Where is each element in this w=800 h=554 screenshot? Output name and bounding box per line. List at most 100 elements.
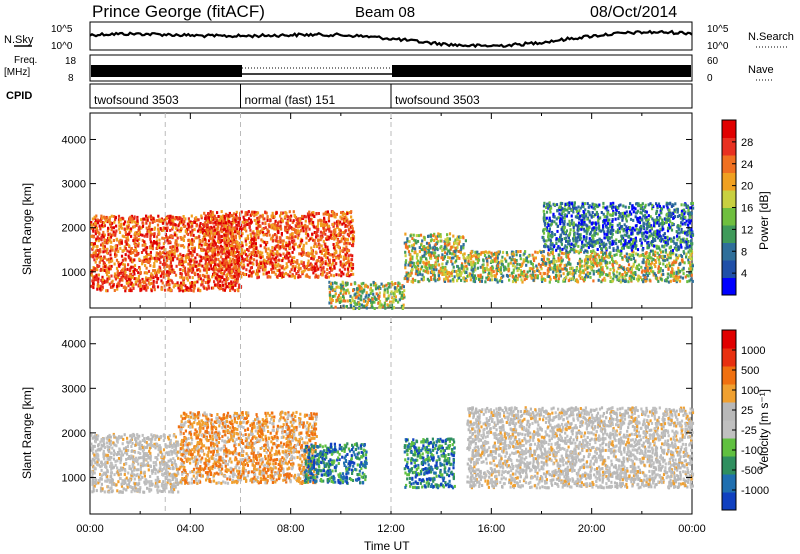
- range-gate-cell: [214, 257, 218, 261]
- range-gate-cell: [660, 273, 663, 277]
- range-gate-cell: [287, 256, 290, 260]
- range-gate-cell: [148, 228, 152, 232]
- range-gate-cell: [187, 217, 190, 221]
- range-gate-cell: [198, 267, 201, 271]
- range-gate-cell: [235, 210, 238, 214]
- range-gate-cell: [270, 268, 273, 271]
- range-gate-cell: [250, 237, 253, 241]
- range-gate-cell: [351, 254, 354, 258]
- range-gate-cell: [227, 222, 230, 226]
- range-gate-cell: [645, 261, 648, 265]
- range-gate-cell: [429, 246, 432, 250]
- range-gate-cell: [351, 244, 355, 248]
- range-gate-cell: [237, 285, 241, 289]
- range-gate-cell: [431, 273, 435, 277]
- range-gate-cell: [296, 229, 299, 233]
- range-gate-cell: [329, 266, 332, 270]
- range-gate-cell: [95, 224, 98, 228]
- range-gate-cell: [589, 260, 592, 264]
- range-gate-cell: [346, 220, 350, 224]
- range-gate-cell: [189, 230, 192, 234]
- range-gate-cell: [348, 227, 351, 231]
- range-gate-cell: [187, 227, 190, 231]
- range-gate-cell: [534, 276, 537, 279]
- range-gate-cell: [205, 287, 209, 291]
- range-gate-cell: [577, 251, 581, 255]
- range-gate-cell: [293, 243, 296, 247]
- range-gate-cell: [166, 238, 169, 242]
- range-gate-cell: [135, 277, 138, 281]
- range-gate-cell: [221, 280, 224, 284]
- range-gate-cell: [454, 254, 457, 258]
- range-gate-cell: [523, 272, 526, 275]
- range-gate-cell: [222, 272, 225, 276]
- range-gate-cell: [150, 276, 153, 280]
- range-gate-cell: [131, 269, 134, 273]
- freq-label: Freq.: [14, 55, 37, 66]
- range-gate-cell: [224, 280, 228, 284]
- range-gate-cell: [231, 257, 235, 261]
- range-gate-cell: [421, 245, 424, 249]
- range-gate-cell: [489, 266, 492, 270]
- range-gate-cell: [679, 275, 682, 279]
- range-gate-cell: [220, 234, 223, 238]
- range-gate-cell: [423, 250, 426, 254]
- range-gate-cell: [319, 250, 322, 254]
- range-gate-cell: [116, 244, 119, 248]
- range-gate-cell: [194, 280, 197, 284]
- nave-tick-top: 60: [707, 56, 719, 67]
- range-gate-cell: [132, 286, 135, 290]
- range-gate-cell: [241, 257, 244, 261]
- range-gate-cell: [291, 232, 294, 236]
- range-gate-cell: [602, 259, 605, 263]
- range-gate-cell: [319, 263, 322, 267]
- range-gate-cell: [96, 218, 99, 222]
- power-data: [90, 201, 695, 311]
- range-gate-cell: [229, 231, 232, 235]
- range-gate-cell: [285, 266, 288, 270]
- range-gate-cell: [265, 233, 268, 237]
- range-gate-cell: [522, 258, 525, 262]
- range-gate-cell: [626, 258, 629, 262]
- range-gate-cell: [661, 269, 664, 273]
- range-gate-cell: [183, 266, 187, 270]
- range-gate-cell: [343, 216, 346, 220]
- range-gate-cell: [308, 227, 311, 231]
- range-gate-cell: [246, 211, 249, 215]
- range-gate-cell: [320, 224, 323, 228]
- range-gate-cell: [97, 221, 100, 225]
- range-gate-cell: [101, 233, 104, 237]
- range-gate-cell: [158, 265, 161, 269]
- range-gate-cell: [498, 261, 501, 265]
- range-gate-cell: [344, 291, 348, 295]
- range-gate-cell: [249, 218, 252, 222]
- range-gate-cell: [141, 239, 144, 243]
- range-gate-cell: [97, 277, 100, 281]
- range-gate-cell: [327, 275, 330, 279]
- range-gate-cell: [170, 245, 173, 249]
- range-gate-cell: [184, 269, 187, 273]
- range-gate-cell: [323, 270, 326, 274]
- range-gate-cell: [168, 270, 171, 274]
- range-gate-cell: [110, 274, 113, 278]
- range-gate-cell: [191, 224, 194, 228]
- range-gate-cell: [342, 272, 345, 276]
- range-gate-cell: [608, 271, 611, 275]
- range-gate-cell: [621, 257, 624, 261]
- range-gate-cell: [373, 307, 376, 310]
- range-gate-cell: [307, 213, 310, 217]
- range-gate-cell: [210, 246, 213, 250]
- range-gate-cell: [333, 287, 336, 291]
- range-gate-cell: [416, 259, 420, 263]
- range-gate-cell: [393, 286, 396, 290]
- range-gate-cell: [390, 290, 393, 294]
- range-gate-cell: [511, 264, 515, 268]
- range-gate-cell: [211, 260, 214, 264]
- range-gate-cell: [189, 225, 192, 229]
- range-gate-cell: [213, 283, 217, 287]
- range-gate-cell: [156, 257, 159, 260]
- range-gate-cell: [217, 257, 220, 261]
- range-gate-cell: [135, 253, 138, 257]
- range-gate-cell: [167, 279, 170, 283]
- range-gate-cell: [298, 232, 301, 236]
